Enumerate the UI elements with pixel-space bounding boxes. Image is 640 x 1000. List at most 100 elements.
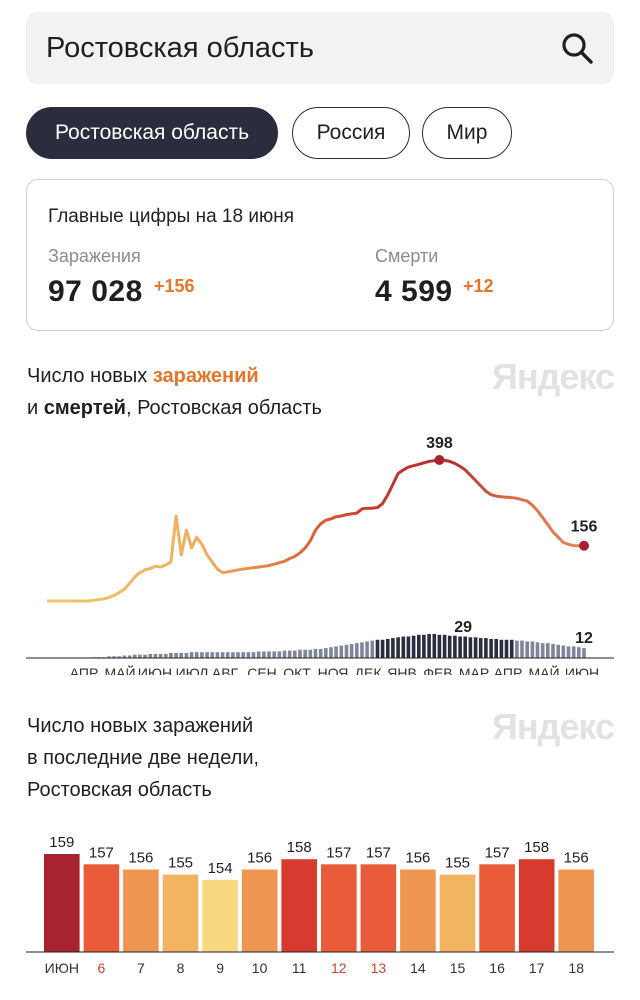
deaths-bar [370,640,375,658]
bar-day [281,859,317,952]
bar-day [558,869,594,952]
bar-day [202,879,238,952]
deaths-bar [256,651,261,658]
deaths-bar [355,643,359,658]
chart1-title-infections: заражений [152,365,259,387]
deaths-bar [499,639,504,658]
deaths-bar [122,655,127,658]
deaths-bar [437,634,442,658]
x-tick-label: 13 [371,960,387,976]
x-tick-label: АПР [494,665,523,675]
infections-peak-marker [434,455,445,465]
x-tick-label: МАЙ [104,664,135,675]
tab-rostov-region[interactable]: Ростовская область [26,107,278,159]
deaths-bar [432,634,437,658]
x-tick-label: 15 [450,960,466,976]
chart1-title-text2: и [27,397,44,419]
deaths-bar [468,637,473,658]
bar-value-label: 157 [366,844,391,861]
bar-day [439,874,476,952]
deaths-bar [179,653,183,658]
deaths-bar [194,652,199,658]
deaths-bar [515,640,519,658]
x-tick-label: 10 [252,960,268,976]
deaths-bar [133,654,137,658]
bar-value-label: 158 [287,839,312,856]
x-tick-label: ОКТ [283,665,311,675]
bar-day [241,869,278,952]
deaths-bar [293,650,297,658]
bar-day [83,864,120,952]
deaths-label: Смерти [375,246,439,266]
infections-line [47,458,584,603]
deaths-bar [566,646,571,658]
x-tick-label: АВГ [212,665,239,675]
yandex-logo-2: Яндекс [491,706,615,747]
x-tick-label: 8 [177,960,185,976]
deaths-bar [236,652,240,658]
tab-russia[interactable]: Россия [292,107,410,159]
deaths-bar [535,642,540,658]
summary-card: Главные цифры на 18 июня Заражения 97 02… [26,179,614,331]
deaths-bar [215,652,220,658]
search-input[interactable] [46,26,546,70]
deaths-bar [530,641,535,658]
chart1-title-text: Число новых [27,365,153,387]
deaths-bar [504,639,509,658]
bar-value-label: 155 [168,855,193,872]
chart1-title-region: , Ростовская область [125,397,322,419]
search-icon[interactable] [560,31,594,65]
deaths-bar [391,638,395,658]
bar-day [44,854,80,952]
bar-day [321,864,357,952]
deaths-bar [164,653,168,658]
x-tick-label: ЯНВ [387,665,417,675]
infections-last-marker [579,540,589,551]
x-tick-label: ДЕК [355,665,383,675]
x-tick-label: ИЮН [138,665,172,675]
deaths-bar [231,652,235,658]
infections-peak-label: 398 [426,435,453,452]
deaths-bar [380,639,385,658]
deaths-bar [334,646,338,658]
deaths-bar [324,648,328,658]
deaths-bar [107,656,111,658]
bar-value-label: 156 [128,850,153,867]
deaths-bar [318,648,323,658]
deaths-bar [298,649,302,658]
chart2-title: Число новых заражений в последние две не… [27,710,259,806]
deaths-bar [396,637,400,658]
x-tick-label: 14 [410,960,426,976]
summary-title: Главные цифры на 18 июня [48,206,294,227]
deaths-bar [158,653,163,658]
deaths-delta: +12 [463,276,494,296]
deaths-bar [344,644,349,658]
deaths-bar [417,634,421,658]
deaths-bar [277,651,282,658]
deaths-bar [577,647,581,658]
bar-day [123,869,159,952]
deaths-bar [422,634,426,658]
bar-value-label: 159 [49,834,74,851]
deaths-bar [551,643,555,658]
deaths-bar [406,636,411,658]
deaths-bar [272,651,276,658]
chart2-title-line2: в последние две недели, [27,747,260,769]
infections-last-label: 156 [571,519,598,536]
deaths-bar [287,650,292,658]
bar-day [360,864,397,952]
deaths-bar [251,652,256,658]
bar-day [162,874,199,952]
bar-value-label: 156 [405,850,430,867]
x-tick-label: ИЮН [565,665,599,675]
deaths-bar [375,639,380,658]
deaths-bar [210,652,214,658]
bar-value-label: 156 [564,850,589,867]
tab-world[interactable]: Мир [422,107,512,159]
deaths-bar [453,635,457,658]
deaths-bar [509,639,514,658]
deaths-bar [478,638,483,658]
bar-value-label: 155 [445,855,470,872]
x-tick-label: 12 [331,960,347,976]
